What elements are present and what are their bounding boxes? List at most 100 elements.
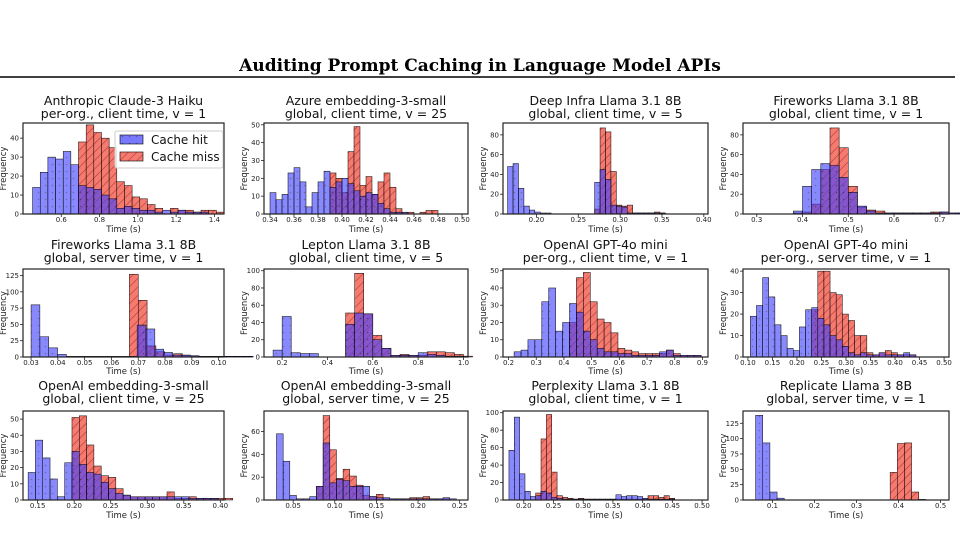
x-tick-label: 0.5 (586, 359, 597, 367)
hit-bar (768, 296, 776, 358)
x-tick-label: 0.7 (641, 359, 652, 367)
hit-bar (793, 350, 800, 358)
y-tick-label: 60 (251, 428, 260, 436)
hit-bar (122, 494, 131, 501)
hit-bar (548, 287, 556, 358)
y-tick-label: 40 (730, 268, 739, 276)
hit-bar (610, 204, 617, 215)
panel-subtitle: global, client time, v = 5 (289, 250, 443, 265)
y-tick-label: 10 (10, 192, 19, 200)
hit-bar (569, 303, 577, 358)
legend-miss-label: Cache miss (151, 150, 220, 164)
legend-hit-label: Cache hit (151, 133, 208, 147)
miss-bar (389, 186, 397, 215)
hit-bar (860, 352, 868, 358)
y-tick-label: 0 (735, 211, 739, 219)
hit-bar (762, 277, 769, 358)
hit-bar (323, 170, 331, 215)
hit-bar (540, 491, 547, 501)
hit-bar (626, 495, 633, 501)
panel-title: Fireworks Llama 3.1 8B (773, 93, 918, 108)
x-tick-label: 0.4 (322, 359, 334, 367)
hit-bar (71, 451, 80, 501)
y-tick-label: 20 (251, 175, 260, 183)
hit-bar (523, 205, 530, 215)
x-tick-label: 0.15 (765, 359, 781, 367)
y-tick-label: 0 (735, 497, 739, 505)
hit-bar (541, 301, 549, 358)
hit-bar (329, 186, 337, 215)
hit-bar (546, 492, 552, 501)
hit-bar (590, 339, 598, 358)
x-tick-label: 0.04 (50, 359, 66, 367)
hit-bar (108, 488, 117, 501)
x-tick-label: 0.8 (94, 216, 105, 224)
y-tick-label: 60 (490, 444, 499, 452)
hit-bar (594, 182, 601, 215)
plot-area (23, 269, 224, 357)
hit-bar (534, 339, 543, 358)
hit-bar (78, 185, 87, 215)
x-tick-label: 0.6 (367, 359, 379, 367)
y-tick-label: 40 (490, 462, 499, 470)
y-tick-label: 40 (10, 432, 19, 440)
hit-bar (805, 309, 812, 358)
hit-bar (383, 208, 391, 215)
y-axis-label: Frequency (479, 291, 489, 335)
panel-title: OpenAI GPT-4o mini (543, 237, 667, 252)
x-axis-label: Time (s) (348, 511, 384, 521)
x-tick-label: 0.09 (184, 359, 200, 367)
axes-frame (22, 410, 225, 501)
y-tick-label: 75 (10, 305, 19, 313)
hit-bar (576, 311, 584, 358)
x-tick-label: 0.10 (740, 359, 756, 367)
x-tick-label: 0.05 (285, 502, 301, 510)
y-tick-label: 20 (490, 479, 499, 487)
x-axis-label: Time (s) (348, 225, 384, 235)
y-tick-label: 20 (251, 336, 260, 344)
y-tick-label: 30 (251, 157, 260, 165)
hit-bar (616, 205, 623, 215)
x-tick-label: 0.40 (887, 359, 903, 367)
figure-title: Auditing Prompt Caching in Language Mode… (238, 56, 721, 76)
hit-bar (381, 348, 392, 358)
hit-bar (514, 416, 520, 501)
hit-bar (507, 166, 514, 215)
hit-bar (289, 495, 297, 501)
miss-bar (383, 172, 391, 215)
hit-bar (347, 183, 355, 215)
y-tick-label: 80 (490, 131, 499, 139)
hit-bar (555, 330, 563, 358)
hit-bar (377, 203, 385, 215)
y-tick-label: 20 (490, 191, 499, 199)
x-tick-label: 0.20 (66, 502, 82, 510)
hit-bar (163, 352, 173, 358)
x-tick-label: 1.4 (209, 216, 221, 224)
hit-bar (524, 491, 531, 501)
y-tick-label: 100 (726, 435, 739, 443)
miss-bar (540, 438, 547, 501)
y-tick-label: 10 (730, 332, 739, 340)
panel-subtitle: global, server time, v = 1 (44, 250, 204, 265)
x-tick-label: 0.1 (767, 502, 778, 510)
y-axis-label: Frequency (479, 434, 489, 478)
x-tick-label: 0.4 (558, 359, 570, 367)
hit-bar (756, 305, 763, 358)
hit-bar (817, 318, 825, 358)
y-axis-label: Frequency (0, 434, 9, 478)
x-tick-label: 0.3 (851, 502, 862, 510)
miss-bar (848, 320, 855, 358)
y-tick-label: 0 (15, 497, 19, 505)
y-tick-label: 40 (490, 171, 499, 179)
miss-bar (551, 471, 558, 501)
panel-title: Lepton Llama 3.1 8B (301, 237, 430, 252)
hit-bar (49, 478, 58, 501)
x-tick-label: 0.9 (697, 359, 708, 367)
y-axis-label: Frequency (719, 291, 729, 335)
plot-area (743, 411, 949, 500)
y-tick-label: 125 (726, 420, 739, 428)
x-axis-label: Time (s) (105, 367, 141, 377)
